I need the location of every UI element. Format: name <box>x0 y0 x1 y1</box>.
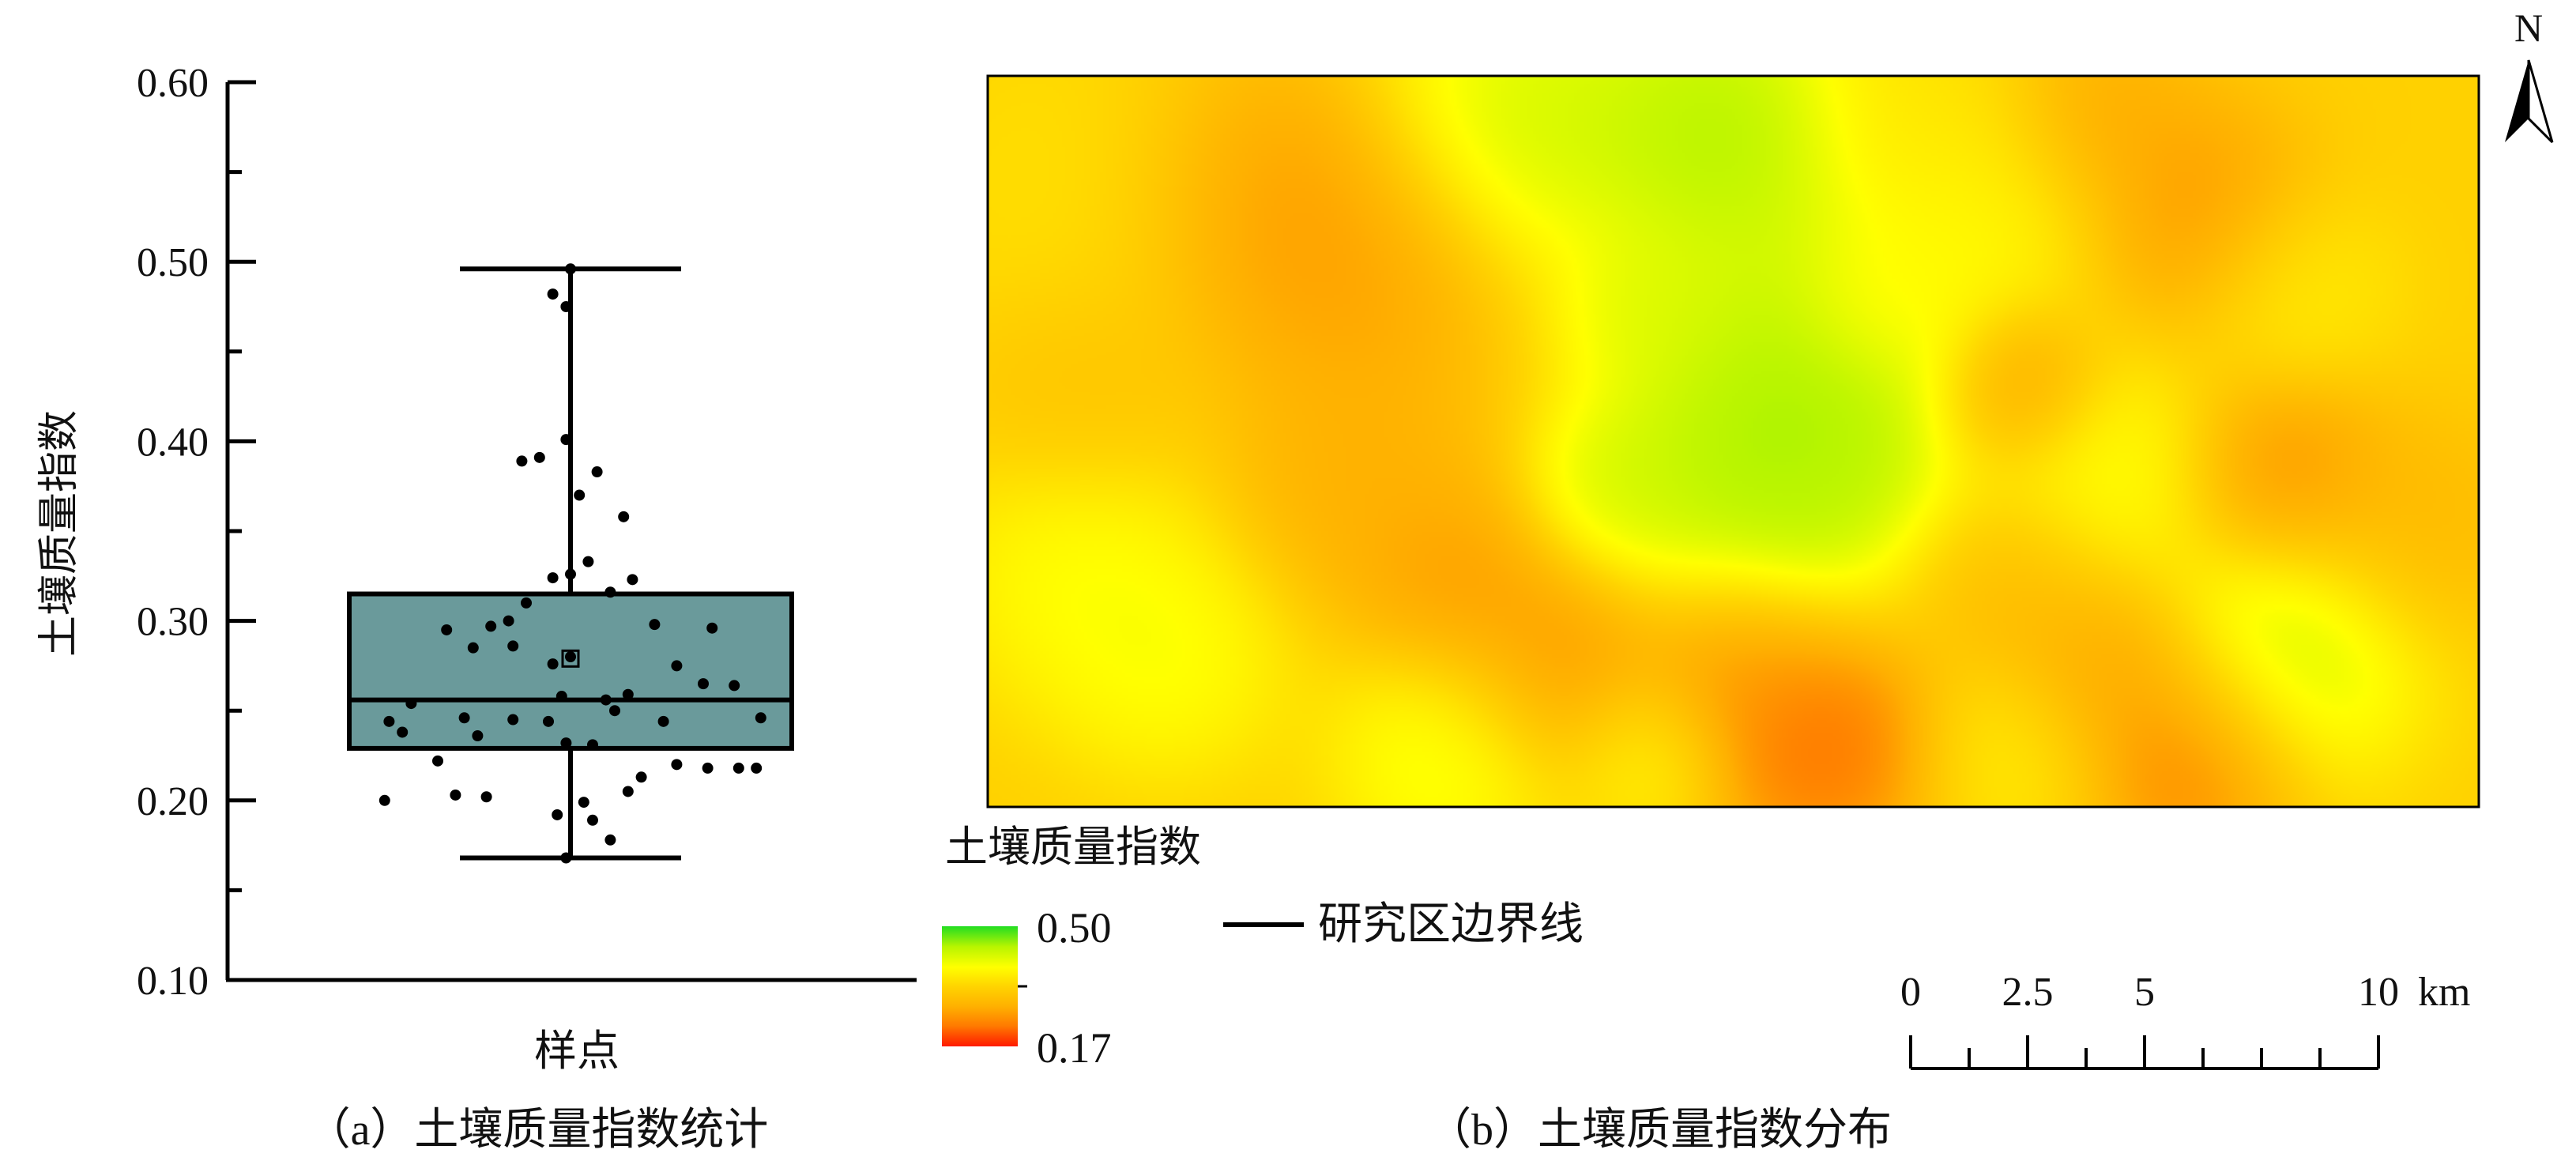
sample-point <box>587 814 598 826</box>
sample-point <box>591 466 603 478</box>
sample-point <box>450 789 461 801</box>
sample-point <box>729 680 740 692</box>
sample-point <box>635 771 647 783</box>
scale-label-5: 5 <box>2134 970 2155 1015</box>
sample-point <box>503 615 514 627</box>
sample-point <box>698 678 709 690</box>
y-axis-label: 土壤质量指数 <box>37 410 82 657</box>
sample-point <box>627 574 638 586</box>
sample-point <box>609 705 620 717</box>
sample-point <box>560 852 572 864</box>
sample-point <box>383 715 395 727</box>
y-tick-label: 0.10 <box>137 959 209 1004</box>
sample-point <box>521 597 532 609</box>
scale-label-10: 10 <box>2358 970 2399 1015</box>
y-tick-label: 0.20 <box>137 779 209 824</box>
sample-point <box>547 572 559 584</box>
sample-point <box>600 694 612 706</box>
sample-point <box>516 455 528 467</box>
sample-point <box>560 737 572 749</box>
sample-point <box>547 658 559 670</box>
y-tick-group: 0.10 0.20 0.30 0.40 0.50 0.60 <box>137 61 256 1004</box>
legend-color-bar <box>942 926 1018 1046</box>
legend-title: 土壤质量指数 <box>945 824 1201 871</box>
north-label: N <box>2514 6 2543 50</box>
boundary-legend-label: 研究区边界线 <box>1318 900 1584 949</box>
sample-point <box>397 726 409 738</box>
scale-label-0: 0 <box>1900 970 1921 1015</box>
sample-point <box>458 712 470 724</box>
legend-max-label: 0.50 <box>1037 904 1112 952</box>
sample-point <box>622 786 634 797</box>
sample-point <box>533 451 545 463</box>
sample-point <box>706 622 718 634</box>
sample-point <box>441 624 453 635</box>
sample-point <box>543 715 554 727</box>
y-tick-label: 0.60 <box>137 61 209 106</box>
sample-point <box>582 556 594 567</box>
north-arrow-icon: N <box>2505 6 2554 144</box>
sample-point <box>560 434 572 446</box>
sample-point <box>622 688 634 700</box>
sample-point <box>604 834 616 846</box>
y-tick-label: 0.30 <box>137 600 209 645</box>
sample-point <box>507 640 519 652</box>
sample-point <box>604 586 616 598</box>
legend-min-label: 0.17 <box>1037 1024 1112 1072</box>
sample-point <box>578 797 589 808</box>
scale-label-2-5: 2.5 <box>2002 970 2054 1015</box>
sample-points <box>378 263 766 864</box>
map-field <box>988 76 2479 807</box>
sample-point <box>485 620 497 632</box>
sample-point <box>432 755 443 767</box>
sample-point <box>565 568 576 580</box>
sample-point <box>702 762 714 774</box>
sample-point <box>587 739 598 751</box>
sample-point <box>671 759 683 771</box>
caption-a: （a）土壤质量指数统计 <box>307 1106 769 1155</box>
sample-point <box>472 730 484 742</box>
iqr-box <box>347 591 794 751</box>
x-axis-label: 样点 <box>534 1027 620 1075</box>
boxplot-panel: 土壤质量指数 0.10 0.20 0.30 0.40 0.50 0.60 样点 （a）土壤… <box>37 61 917 1155</box>
color-legend: 土壤质量指数 0.50 0.17 研究区边界线 <box>942 824 1584 1072</box>
sample-point <box>574 489 586 501</box>
caption-b: （b）土壤质量指数分布 <box>1427 1106 1892 1155</box>
y-tick-label: 0.40 <box>137 420 209 465</box>
sample-point <box>751 762 763 774</box>
sample-point <box>649 619 661 631</box>
map-panel: N 土壤质量指数 0.50 0.17 研究区边界线 0 2.5 5 10 km … <box>942 6 2554 1155</box>
sample-point <box>405 698 417 710</box>
sample-point <box>755 712 766 724</box>
sample-point <box>555 691 567 703</box>
sample-point <box>657 715 669 727</box>
sample-point <box>552 808 563 820</box>
sample-point <box>560 301 572 312</box>
sample-point <box>480 791 492 803</box>
sample-point <box>467 642 479 654</box>
sample-point <box>565 263 576 275</box>
sample-point <box>547 288 559 300</box>
sample-point <box>378 794 390 806</box>
sample-point <box>618 511 630 522</box>
box-plot <box>347 266 794 861</box>
sample-point <box>671 660 683 672</box>
mean-marker <box>561 649 580 668</box>
study-area-boundary <box>986 74 2480 808</box>
sample-point <box>565 651 576 663</box>
sample-point <box>507 714 519 726</box>
scale-unit: km <box>2418 970 2470 1015</box>
scale-bar: 0 2.5 5 10 km <box>1900 970 2470 1070</box>
y-tick-label: 0.50 <box>137 240 209 285</box>
sample-point <box>733 762 744 774</box>
